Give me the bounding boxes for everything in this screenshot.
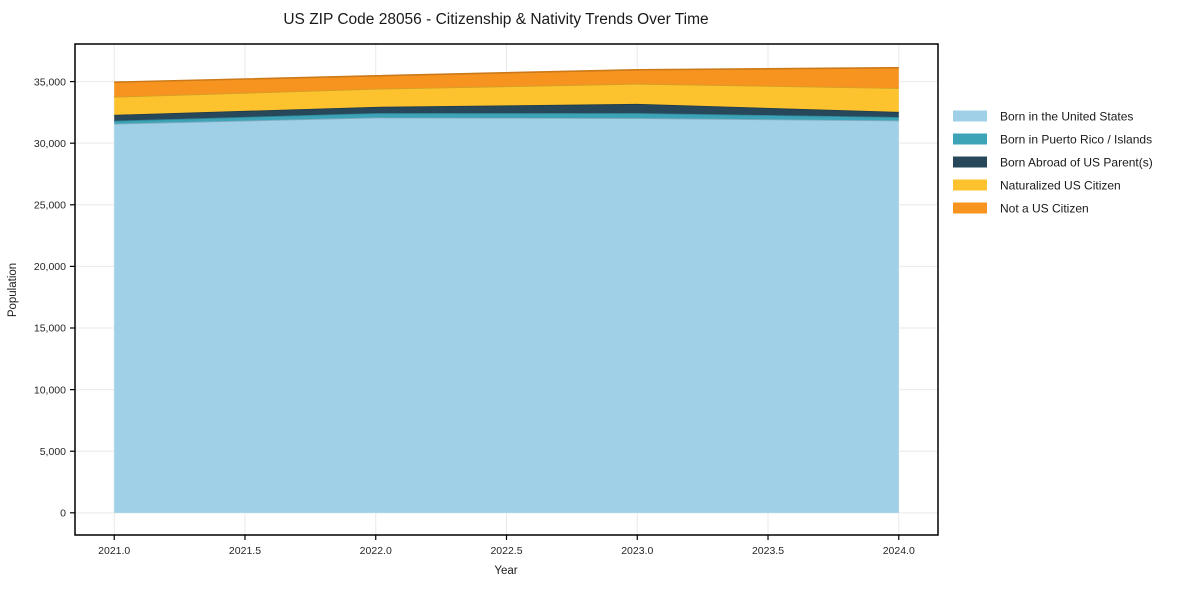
y-tick-label: 35,000: [34, 76, 66, 88]
y-tick-label: 5,000: [40, 446, 66, 458]
legend-item-label: Not a US Citizen: [1000, 202, 1089, 216]
x-tick-label: 2023.5: [752, 545, 784, 557]
y-tick-label: 15,000: [34, 323, 66, 335]
legend-item-label: Born in Puerto Rico / Islands: [1000, 133, 1152, 147]
x-tick-label: 2021.5: [229, 545, 261, 557]
area-born-abroad-of-us-parent-s: [114, 103, 899, 121]
legend-item-label: Born Abroad of US Parent(s): [1000, 156, 1153, 170]
y-tick-label: 0: [60, 508, 66, 520]
legend: Born in the United States Born in Puerto …: [953, 110, 1153, 216]
legend-swatch-icon: [953, 156, 987, 168]
y-axis-label: Population: [7, 263, 19, 317]
legend-item-born-abroad-of-us-parent-s: Born Abroad of US Parent(s): [953, 156, 1153, 170]
y-tick-label: 25,000: [34, 199, 66, 211]
area-not-a-us-citizen: [114, 67, 899, 97]
legend-item-naturalized-us-citizen: Naturalized US Citizen: [953, 179, 1121, 193]
x-tick-label: 2022.5: [490, 545, 522, 557]
y-axis-ticks: 0 5,000 10,000 15,000 20,000 25,000 30,000 35,0…: [34, 76, 75, 520]
x-axis-label: Year: [494, 565, 517, 577]
legend-item-born-in-puerto-rico-islands: Born in Puerto Rico / Islands: [953, 133, 1152, 147]
legend-swatch-icon: [953, 179, 987, 191]
chart-title: US ZIP Code 28056 - Citizenship & Nativi…: [283, 11, 708, 28]
x-tick-label: 2024.0: [883, 545, 915, 557]
legend-swatch-icon: [953, 202, 987, 214]
stacked-areas: [114, 66, 899, 513]
y-tick-label: 30,000: [34, 138, 66, 150]
y-tick-label: 10,000: [34, 384, 66, 396]
x-axis-ticks: 2021.0 2021.5 2022.0 2022.5 2023.0 2023.5 2024…: [98, 535, 915, 557]
x-tick-label: 2023.0: [621, 545, 653, 557]
x-tick-label: 2021.0: [98, 545, 130, 557]
legend-item-born-in-the-united-states: Born in the United States: [953, 110, 1133, 124]
legend-swatch-icon: [953, 133, 987, 145]
x-tick-label: 2022.0: [360, 545, 392, 557]
legend-swatch-icon: [953, 110, 987, 122]
legend-item-label: Naturalized US Citizen: [1000, 179, 1121, 193]
y-tick-label: 20,000: [34, 261, 66, 273]
legend-item-not-a-us-citizen: Not a US Citizen: [953, 202, 1089, 216]
area-born-in-the-united-states: [114, 117, 899, 513]
legend-item-label: Born in the United States: [1000, 110, 1133, 124]
area-edge-not-a-us-citizen: [114, 66, 899, 83]
